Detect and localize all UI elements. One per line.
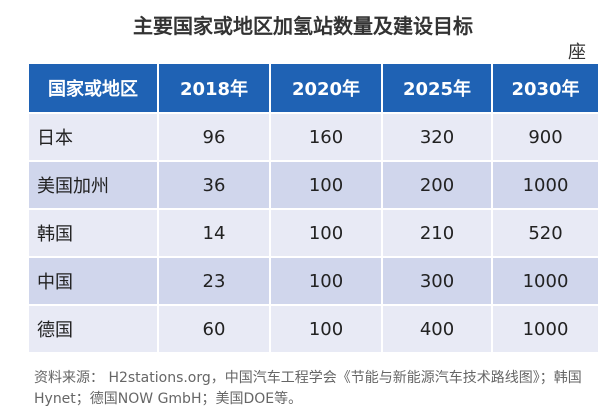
- table-cell: 14: [157, 208, 271, 258]
- source-note: 资料来源： H2stations.org，中国汽车工程学会《节能与新能源汽车技术…: [34, 370, 582, 407]
- table-body: 日本 96 160 320 900 美国加州 36 100 200 1000 韩国 14 100 210 5…: [27, 112, 600, 354]
- table-row: 德国 60 100 400 1000: [27, 304, 600, 354]
- row-label: 日本: [27, 112, 159, 162]
- unit: 座: [568, 42, 586, 63]
- row-label: 韩国: [27, 208, 159, 258]
- header-row: 国家或地区 2018年 2020年 2025年 2030年: [27, 62, 600, 114]
- table-cell: 210: [381, 208, 493, 258]
- table-cell: 100: [269, 160, 383, 210]
- table-row: 韩国 14 100 210 520: [27, 208, 600, 258]
- table-cell: 36: [157, 160, 271, 210]
- column-header: 国家或地区: [27, 62, 159, 114]
- row-label: 中国: [27, 256, 159, 306]
- table-cell: 23: [157, 256, 271, 306]
- table-cell: 100: [269, 208, 383, 258]
- table-cell: 900: [491, 112, 600, 162]
- table-cell: 520: [491, 208, 600, 258]
- column-header: 2018年: [157, 62, 271, 114]
- table-cell: 60: [157, 304, 271, 354]
- table-row: 中国 23 100 300 1000: [27, 256, 600, 306]
- table-cell: 320: [381, 112, 493, 162]
- table-cell: 1000: [491, 256, 600, 306]
- column-header: 2025年: [381, 62, 493, 114]
- table-cell: 160: [269, 112, 383, 162]
- table-cell: 400: [381, 304, 493, 354]
- table-cell: 200: [381, 160, 493, 210]
- table-row: 美国加州 36 100 200 1000: [27, 160, 600, 210]
- column-header: 2030年: [491, 62, 600, 114]
- data-table: 国家或地区 2018年 2020年 2025年 2030年 日本 96 160 320 900 美…: [27, 62, 600, 354]
- title: 主要国家或地区加氢站数量及建设目标: [133, 14, 473, 38]
- column-header: 2020年: [269, 62, 383, 114]
- row-label: 美国加州: [27, 160, 159, 210]
- table-cell: 100: [269, 304, 383, 354]
- table-cell: 100: [269, 256, 383, 306]
- row-label: 德国: [27, 304, 159, 354]
- table-cell: 300: [381, 256, 493, 306]
- table-row: 日本 96 160 320 900: [27, 112, 600, 162]
- table-cell: 1000: [491, 160, 600, 210]
- table-head: 国家或地区 2018年 2020年 2025年 2030年: [27, 62, 600, 114]
- table-cell: 96: [157, 112, 271, 162]
- table-cell: 1000: [491, 304, 600, 354]
